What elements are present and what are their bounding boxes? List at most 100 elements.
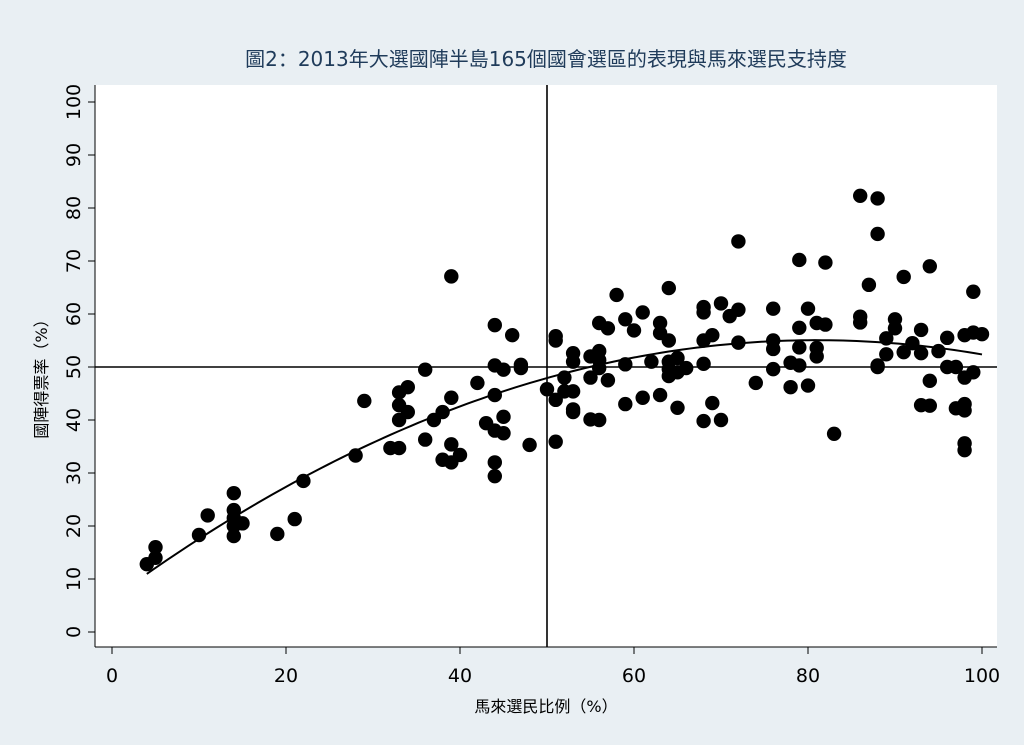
data-point <box>800 378 816 393</box>
data-point <box>670 400 685 416</box>
data-point <box>548 434 563 449</box>
data-point <box>861 277 877 293</box>
data-point <box>505 328 520 343</box>
plot-area <box>95 85 997 647</box>
y-tick-label: 30 <box>63 461 85 485</box>
data-point <box>705 328 720 343</box>
data-point <box>348 448 363 463</box>
data-point <box>287 511 302 527</box>
data-point <box>522 437 537 453</box>
data-point <box>626 323 642 338</box>
data-point <box>670 350 685 366</box>
y-tick-label: 10 <box>63 567 85 591</box>
data-point <box>766 361 781 377</box>
x-tick-label: 40 <box>448 665 472 687</box>
y-axis-ticks: 0 10 20 30 40 50 60 70 80 90 100 <box>63 84 95 638</box>
y-axis-title: 國陣得票率（%） <box>32 311 51 438</box>
data-point <box>644 354 659 369</box>
data-point <box>957 403 972 418</box>
data-point <box>609 287 624 303</box>
data-point <box>618 396 633 412</box>
data-point <box>400 404 415 420</box>
data-point <box>913 346 929 361</box>
data-point <box>487 317 502 333</box>
scatter-points <box>139 188 990 572</box>
data-point <box>148 540 163 555</box>
data-point <box>539 382 555 397</box>
data-point <box>705 395 720 411</box>
data-point <box>731 234 746 249</box>
x-axis-ticks: 0 20 40 60 80 100 <box>106 647 1000 687</box>
y-tick-label: 60 <box>63 302 85 326</box>
data-point <box>226 485 241 501</box>
data-point <box>592 412 607 428</box>
data-point <box>679 360 694 376</box>
data-point <box>766 341 781 357</box>
data-point <box>487 468 502 484</box>
data-point <box>470 375 485 391</box>
data-point <box>879 347 894 362</box>
data-point <box>809 349 824 364</box>
data-point <box>487 455 502 470</box>
data-point <box>713 296 729 311</box>
data-point <box>896 344 911 360</box>
data-point <box>444 390 459 405</box>
data-point <box>879 331 894 346</box>
y-tick-label: 80 <box>63 196 85 220</box>
data-point <box>565 404 581 420</box>
data-point <box>400 379 415 395</box>
data-point <box>226 528 241 544</box>
data-point <box>652 315 668 331</box>
y-tick-label: 40 <box>63 408 85 432</box>
x-tick-label: 100 <box>964 665 1000 687</box>
data-point <box>618 357 633 372</box>
data-point <box>661 280 676 296</box>
data-point <box>548 333 563 348</box>
data-point <box>652 387 668 403</box>
data-point <box>792 320 807 335</box>
data-point <box>713 412 729 428</box>
data-point <box>635 390 650 405</box>
data-point <box>435 404 450 420</box>
data-point <box>200 508 215 523</box>
data-point <box>235 516 250 531</box>
data-point <box>870 191 885 206</box>
data-point <box>444 437 459 452</box>
data-point <box>922 373 937 388</box>
y-tick-label: 20 <box>63 514 85 538</box>
axes <box>94 85 997 648</box>
data-point <box>696 356 711 372</box>
data-point <box>870 359 885 375</box>
data-point <box>896 269 911 285</box>
data-point <box>513 360 529 376</box>
data-point <box>922 398 937 413</box>
y-tick-label: 50 <box>63 355 85 379</box>
data-point <box>887 321 903 336</box>
data-point <box>496 426 511 441</box>
data-point <box>565 354 581 369</box>
data-point <box>948 359 964 375</box>
data-point <box>966 365 981 380</box>
x-tick-label: 0 <box>106 665 118 687</box>
data-point <box>391 440 407 456</box>
data-point <box>966 284 981 299</box>
data-point <box>452 447 468 463</box>
y-tick-label: 70 <box>63 249 85 273</box>
data-point <box>731 302 746 317</box>
data-point <box>783 379 798 395</box>
data-point <box>418 362 433 377</box>
data-point <box>583 370 598 385</box>
data-point <box>792 252 807 268</box>
data-point <box>444 269 459 284</box>
data-point <box>600 321 616 336</box>
data-point <box>957 443 972 458</box>
chart-title: 圖2：2013年大選國陣半島165個國會選區的表現與馬來選民支持度 <box>245 47 847 71</box>
y-tick-label: 0 <box>63 626 85 638</box>
data-point <box>226 502 241 518</box>
data-point <box>940 330 955 346</box>
data-point <box>792 340 807 355</box>
y-tick-label: 90 <box>63 143 85 167</box>
data-point <box>818 255 833 270</box>
data-point <box>191 527 207 543</box>
